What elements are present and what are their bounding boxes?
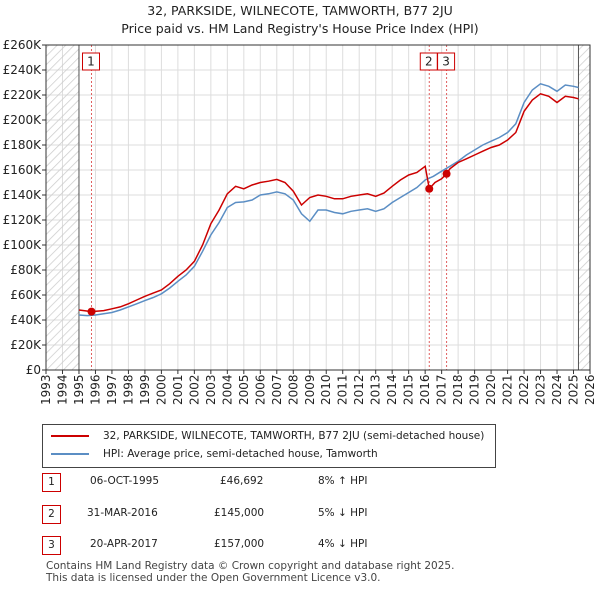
- x-tick-label: 1997: [105, 374, 119, 405]
- x-tick-label: 2007: [270, 374, 284, 405]
- y-tick-label: £0: [26, 363, 41, 377]
- y-tick-label: £60K: [10, 288, 42, 302]
- legend-entry-hpi: HPI: Average price, semi-detached house,…: [51, 448, 378, 460]
- y-tick-label: £140K: [3, 188, 43, 202]
- x-tick-label: 2024: [550, 374, 564, 405]
- property-price-line: [78, 92, 579, 313]
- transaction-price: £46,692: [220, 475, 264, 487]
- x-tick-label: 2011: [336, 374, 350, 405]
- legend-swatch-hpi: [51, 453, 89, 455]
- y-tick-label: £220K: [3, 88, 43, 102]
- x-tick-label: 1993: [39, 374, 53, 405]
- sale-marker-label: 2: [425, 55, 433, 69]
- legend-entry-property: 32, PARKSIDE, WILNECOTE, TAMWORTH, B77 2…: [51, 430, 484, 442]
- y-tick-label: £100K: [3, 238, 43, 252]
- x-tick-label: 2019: [468, 374, 482, 405]
- hpi-line: [78, 82, 579, 317]
- legend-label-hpi: HPI: Average price, semi-detached house,…: [103, 448, 378, 460]
- x-tick-label: 2008: [286, 374, 300, 405]
- legend-label-property: 32, PARKSIDE, WILNECOTE, TAMWORTH, B77 2…: [103, 430, 485, 442]
- sale-marker-label: 3: [442, 55, 450, 69]
- transaction-number-badge: 1: [42, 473, 61, 492]
- plot-border: [45, 44, 591, 371]
- x-tick-label: 1996: [88, 374, 102, 405]
- transaction-hpi-diff: 5% ↓ HPI: [318, 507, 368, 519]
- transaction-number-badge: 3: [42, 536, 61, 555]
- post-data-hatch: [578, 45, 590, 370]
- x-tick-label: 2020: [484, 374, 498, 405]
- x-tick-label: 2006: [253, 374, 267, 405]
- y-tick-label: £80K: [10, 263, 42, 277]
- transaction-date: 20-APR-2017: [90, 538, 158, 550]
- x-tick-label: 2016: [418, 374, 432, 405]
- pre-data-hatch: [46, 45, 79, 370]
- y-tick-label: £40K: [10, 313, 42, 327]
- transaction-date: 31-MAR-2016: [87, 507, 158, 519]
- transaction-date: 06-OCT-1995: [90, 475, 159, 487]
- x-tick-label: 2021: [501, 374, 515, 405]
- footer-licence: This data is licensed under the Open Gov…: [46, 572, 381, 584]
- transaction-price: £157,000: [214, 538, 265, 550]
- chart-legend: 32, PARKSIDE, WILNECOTE, TAMWORTH, B77 2…: [42, 424, 496, 468]
- x-tick-label: 2012: [352, 374, 366, 405]
- chart-title-line-1: 32, PARKSIDE, WILNECOTE, TAMWORTH, B77 2…: [147, 3, 453, 18]
- legend-swatch-property: [51, 435, 89, 437]
- y-tick-label: £260K: [3, 38, 43, 52]
- transaction-number-badge: 2: [42, 505, 61, 524]
- x-tick-label: 1995: [72, 374, 86, 405]
- transaction-price: £145,000: [214, 507, 265, 519]
- transaction-hpi-diff: 4% ↓ HPI: [318, 538, 368, 550]
- x-tick-label: 1994: [55, 374, 69, 405]
- x-tick-label: 1998: [121, 374, 135, 405]
- x-tick-label: 2025: [567, 374, 581, 405]
- x-tick-label: 2023: [534, 374, 548, 405]
- x-tick-label: 2015: [402, 374, 416, 405]
- x-tick-label: 2022: [517, 374, 531, 405]
- x-tick-label: 2026: [583, 374, 597, 405]
- x-tick-label: 2017: [435, 374, 449, 405]
- x-tick-label: 2003: [204, 374, 218, 405]
- chart-title-line-2: Price paid vs. HM Land Registry's House …: [121, 21, 479, 36]
- sale-marker-box: [437, 52, 456, 71]
- footer-copyright: Contains HM Land Registry data © Crown c…: [46, 560, 455, 572]
- y-tick-label: £160K: [3, 163, 43, 177]
- y-tick-label: £120K: [3, 213, 43, 227]
- x-tick-label: 2009: [303, 374, 317, 405]
- x-tick-label: 1999: [138, 374, 152, 405]
- x-tick-label: 2018: [451, 374, 465, 405]
- x-tick-label: 2000: [154, 374, 168, 405]
- x-tick-label: 2002: [187, 374, 201, 405]
- x-tick-label: 2013: [369, 374, 383, 405]
- x-tick-label: 2014: [385, 374, 399, 405]
- transaction-hpi-diff: 8% ↑ HPI: [318, 475, 368, 487]
- sale-point: [425, 184, 434, 193]
- y-tick-label: £20K: [10, 338, 42, 352]
- sale-point: [87, 307, 96, 316]
- y-tick-label: £240K: [3, 63, 43, 77]
- y-tick-label: £200K: [3, 113, 43, 127]
- x-tick-label: 2010: [319, 374, 333, 405]
- sale-marker-box: [81, 52, 100, 71]
- x-tick-label: 2004: [220, 374, 234, 405]
- x-tick-label: 2001: [171, 374, 185, 405]
- sale-marker-label: 1: [87, 55, 95, 69]
- y-tick-label: £180K: [3, 138, 43, 152]
- sale-point: [442, 169, 451, 178]
- x-tick-label: 2005: [237, 374, 251, 405]
